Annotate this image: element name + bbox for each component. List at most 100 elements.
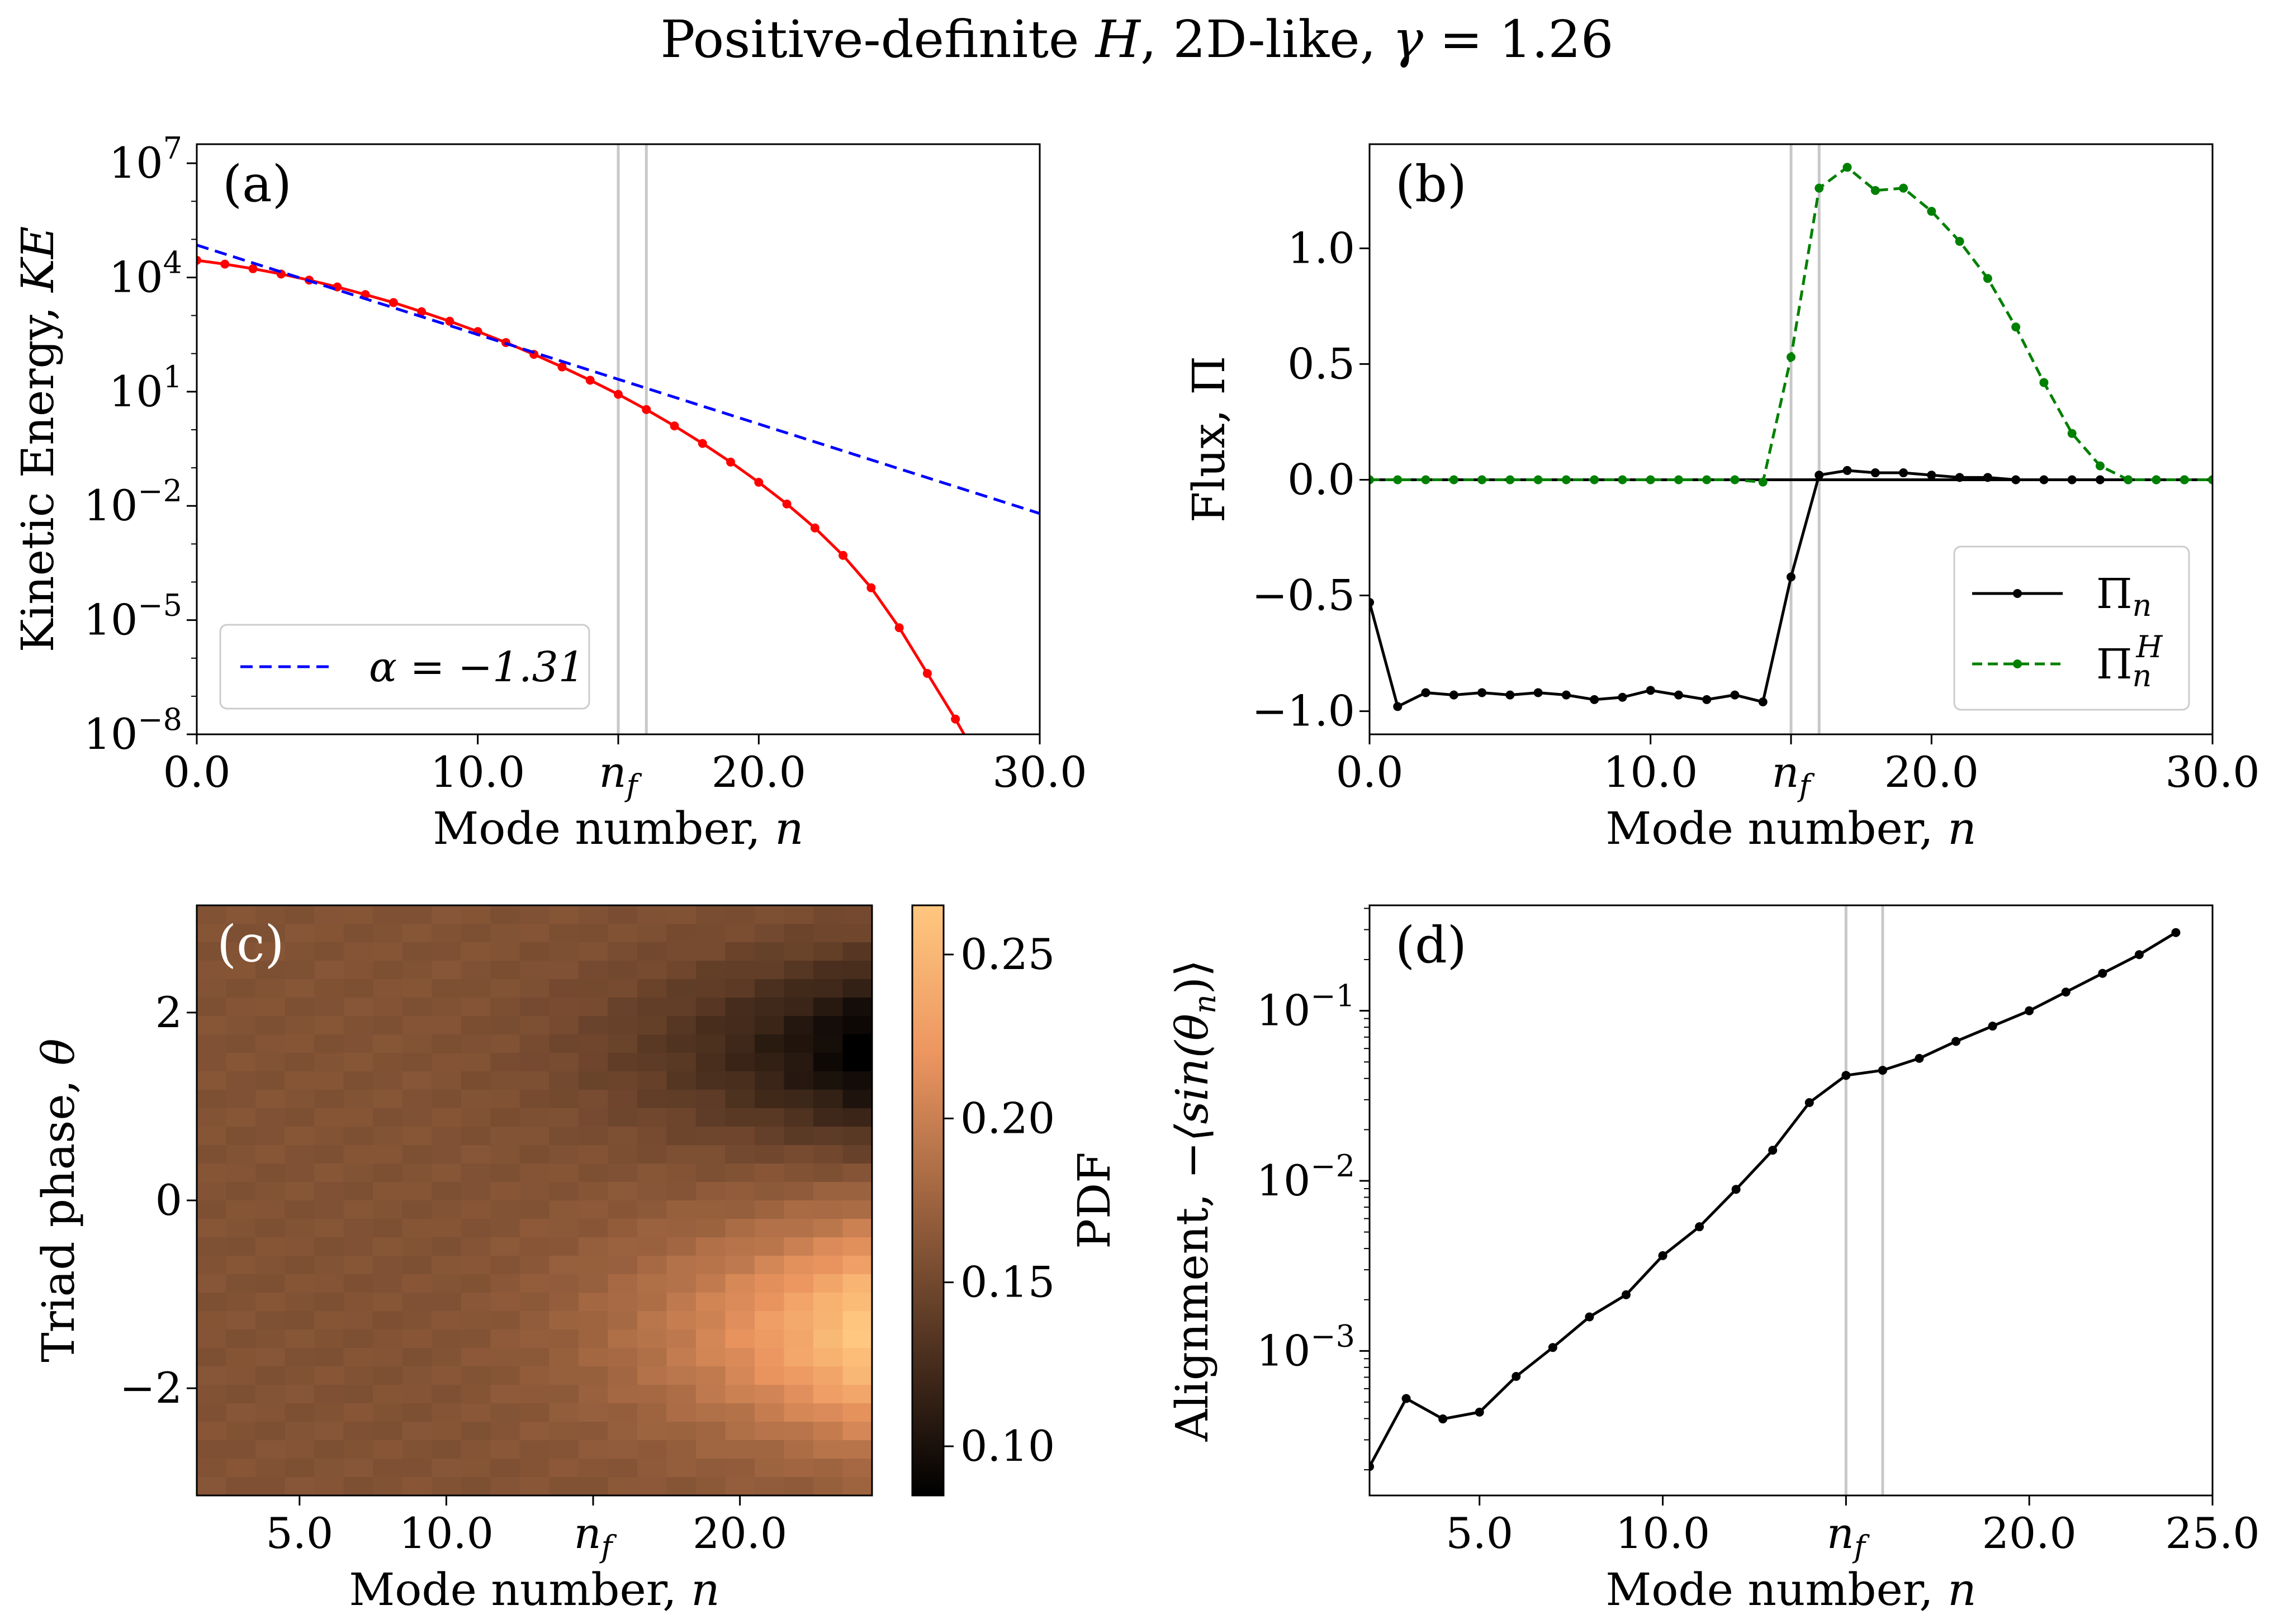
heatmap-cell xyxy=(549,1127,579,1146)
data-point xyxy=(557,362,567,372)
heatmap-cell xyxy=(490,1348,520,1367)
data-point xyxy=(1983,274,1992,283)
heatmap-cell xyxy=(402,1366,432,1385)
heatmap-cell xyxy=(813,1145,844,1164)
heatmap-cell xyxy=(285,1422,315,1441)
colorbar-tick-label: 0.25 xyxy=(960,929,1055,979)
heatmap-cell xyxy=(519,1237,550,1256)
series-line-0 xyxy=(1370,931,2177,1468)
heatmap-cell xyxy=(285,979,315,998)
data-point xyxy=(1841,1071,1851,1080)
x-tick-label: 10.0 xyxy=(399,1508,494,1558)
heatmap-cell xyxy=(549,1311,579,1330)
data-point xyxy=(1758,697,1768,707)
heatmap-cell xyxy=(725,979,755,998)
heatmap-cell xyxy=(695,1237,726,1256)
heatmap-cell xyxy=(490,1016,520,1035)
heatmap-cell xyxy=(197,1034,227,1053)
data-point xyxy=(197,255,201,265)
heatmap-cell xyxy=(578,998,609,1017)
heatmap-cell xyxy=(608,1164,638,1183)
data-point xyxy=(1561,475,1571,485)
x-axis-label: Mode number, n xyxy=(1605,802,1976,854)
data-point xyxy=(2039,378,2049,387)
heatmap-cell xyxy=(226,1071,256,1090)
heatmap-cell xyxy=(432,979,462,998)
heatmap-cell xyxy=(285,1237,315,1256)
heatmap-cell xyxy=(637,998,667,1017)
heatmap-cell xyxy=(578,1440,609,1459)
heatmap-cell xyxy=(519,1145,550,1164)
heatmap-cell xyxy=(197,942,227,961)
heatmap-cell xyxy=(432,1053,462,1072)
heatmap-cell xyxy=(842,961,873,980)
heatmap-cell xyxy=(813,1200,844,1219)
heatmap-cell xyxy=(255,1459,286,1478)
data-point xyxy=(726,457,736,467)
heatmap-cell xyxy=(784,1366,814,1385)
heatmap-cell xyxy=(519,1090,550,1109)
data-point xyxy=(1561,690,1571,700)
heatmap-cell xyxy=(402,1348,432,1367)
heatmap-cell xyxy=(725,1366,755,1385)
legend-marker xyxy=(2013,589,2022,598)
colorbar-tick-label: 0.15 xyxy=(960,1257,1055,1307)
heatmap-cell xyxy=(725,1477,755,1496)
data-point xyxy=(445,316,454,326)
heatmap-cell xyxy=(637,1127,667,1146)
heatmap-cell xyxy=(842,905,873,924)
heatmap-cell xyxy=(754,1127,785,1146)
heatmap-cell xyxy=(343,1219,373,1238)
heatmap-cell xyxy=(608,1366,638,1385)
heatmap-cell xyxy=(578,1071,609,1090)
heatmap-cell xyxy=(285,1145,315,1164)
heatmap-cell xyxy=(549,1459,579,1478)
series-line-0 xyxy=(197,259,966,734)
heatmap-cell xyxy=(637,961,667,980)
heatmap-cell xyxy=(842,1164,873,1183)
x-tick-label: nf xyxy=(1772,747,1815,803)
data-point xyxy=(585,376,595,385)
heatmap-cell xyxy=(754,1219,785,1238)
heatmap-cell xyxy=(695,1053,726,1072)
heatmap-cell xyxy=(461,1403,491,1422)
data-point xyxy=(2061,987,2071,997)
heatmap-cell xyxy=(197,1403,227,1422)
panel-b: 0.0 10.0 nf 20.0 30.0 1.0 0.5 0.0 −0.5 −1.0 Mode n… xyxy=(1183,143,2260,854)
heatmap-cell xyxy=(578,1182,609,1201)
heatmap-cell xyxy=(637,1237,667,1256)
data-point xyxy=(1695,1222,1704,1232)
heatmap-cell xyxy=(402,1477,432,1496)
heatmap-cell xyxy=(725,1385,755,1404)
data-point xyxy=(1533,688,1543,697)
heatmap-cell xyxy=(813,1366,844,1385)
heatmap-cell xyxy=(461,1164,491,1183)
heatmap-cell xyxy=(461,1385,491,1404)
heatmap-cell xyxy=(197,1090,227,1109)
heatmap-cell xyxy=(813,961,844,980)
heatmap-cell xyxy=(314,1164,344,1183)
heatmap-cell xyxy=(373,1293,403,1312)
heatmap-cell xyxy=(725,1293,755,1312)
data-point xyxy=(1646,686,1655,695)
heatmap-cell xyxy=(695,1329,726,1348)
heatmap-cell xyxy=(842,1477,873,1496)
heatmap-cell xyxy=(608,1145,638,1164)
x-axis-label: Mode number, n xyxy=(433,802,803,854)
x-tick-label: 20.0 xyxy=(1982,1508,2077,1558)
heatmap-cell xyxy=(226,905,256,924)
heatmap-cell xyxy=(842,1108,873,1127)
heatmap-cell xyxy=(519,1403,550,1422)
heatmap-cell xyxy=(549,924,579,943)
heatmap-cell xyxy=(285,1090,315,1109)
data-point xyxy=(1955,236,1964,246)
heatmap-cell xyxy=(842,998,873,1017)
heatmap-cell xyxy=(461,1053,491,1072)
heatmap-cell xyxy=(255,924,286,943)
heatmap-cell xyxy=(695,1311,726,1330)
heatmap-cell xyxy=(813,1034,844,1053)
data-point xyxy=(1533,475,1543,485)
heatmap-cell xyxy=(754,942,785,961)
heatmap-cell xyxy=(255,998,286,1017)
heatmap-cell xyxy=(226,1422,256,1441)
